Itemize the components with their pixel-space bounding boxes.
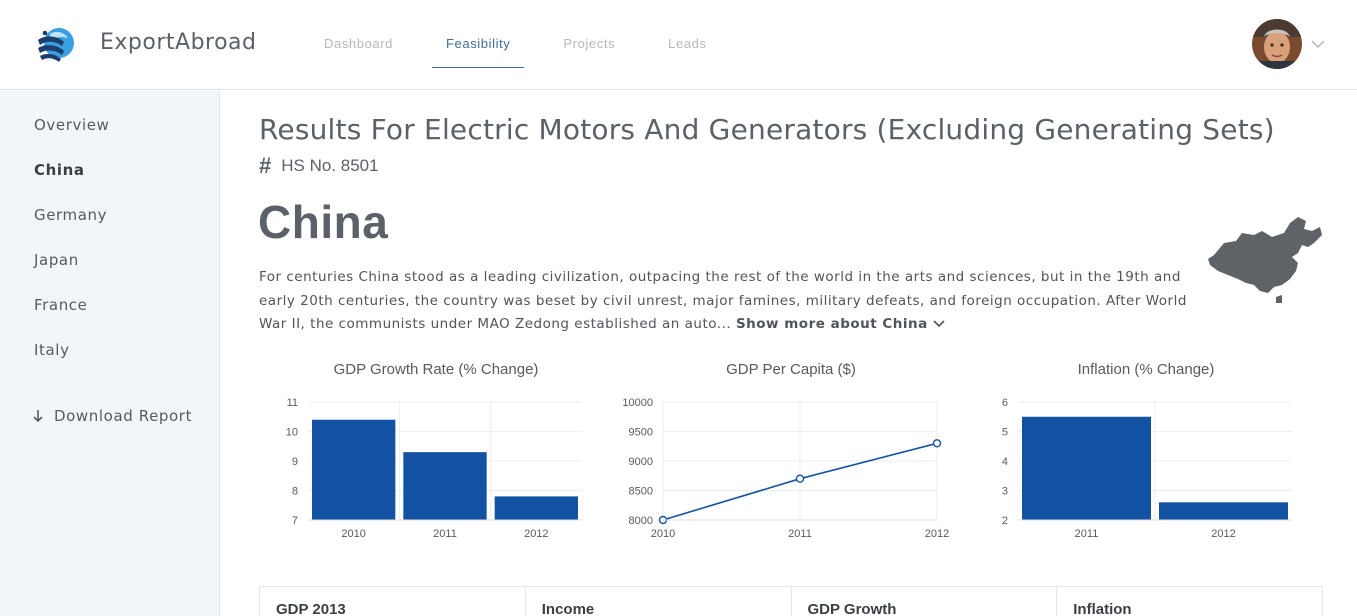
x-tick-label: 2012: [1211, 528, 1235, 540]
nav-feasibility[interactable]: Feasibility: [432, 0, 525, 90]
y-tick-label: 10: [286, 427, 298, 439]
top-header: ExportAbroad Dashboard Feasibility Proje…: [0, 0, 1357, 90]
inflation-chart: 2 3 4 5 6 2011 2012: [1002, 397, 1292, 540]
china-map-icon: [1208, 217, 1322, 303]
globe-logo-icon[interactable]: [34, 24, 76, 66]
bar-2012[interactable]: [1159, 502, 1288, 520]
sidebar-item-china[interactable]: China: [34, 161, 85, 179]
y-tick-label: 8500: [629, 486, 653, 498]
stat-income-header: Income: [526, 587, 792, 616]
sidebar-item-italy[interactable]: Italy: [34, 341, 70, 359]
y-tick-label: 7: [292, 515, 298, 527]
y-tick-label: 4: [1002, 456, 1008, 468]
gdp-per-capita-chart: 8000 8500 9000 9500 10000 2010 2011 2012: [622, 397, 949, 540]
y-tick-label: 8: [292, 486, 298, 498]
y-tick-label: 9: [292, 456, 298, 468]
y-tick-label: 11: [287, 397, 298, 409]
nav-projects[interactable]: Projects: [563, 36, 616, 51]
y-tick-label: 9500: [629, 427, 653, 439]
y-tick-label: 8000: [629, 515, 653, 527]
nav-leads[interactable]: Leads: [668, 36, 707, 51]
y-tick-label: 10000: [622, 397, 653, 409]
gdp-growth-chart-title: GDP Growth Rate (% Change): [333, 361, 539, 378]
brand-name[interactable]: ExportAbroad: [100, 30, 257, 55]
bar-2011[interactable]: [403, 452, 487, 520]
download-report-button[interactable]: Download Report: [32, 407, 192, 425]
point-2012[interactable]: [932, 439, 942, 448]
nav-dashboard[interactable]: Dashboard: [324, 36, 393, 51]
sidebar-item-germany[interactable]: Germany: [34, 206, 108, 224]
show-more-link[interactable]: Show more about China: [736, 316, 945, 332]
x-tick-label: 2011: [1075, 528, 1099, 540]
y-tick-label: 3: [1002, 486, 1008, 498]
sidebar-item-japan[interactable]: Japan: [34, 251, 79, 269]
download-report-label: Download Report: [54, 407, 193, 425]
main-nav: Dashboard Feasibility Projects Leads: [310, 0, 746, 90]
stat-gdp-2013-header: GDP 2013: [260, 587, 526, 616]
sidebar-item-overview[interactable]: Overview: [34, 116, 110, 134]
y-tick-label: 9000: [629, 456, 653, 468]
hs-number: # HS No. 8501: [259, 153, 379, 179]
chevron-down-icon: [933, 320, 945, 328]
stat-inflation-header: Inflation: [1073, 601, 1132, 616]
x-tick-label: 2010: [341, 528, 365, 540]
y-tick-label: 2: [1002, 515, 1008, 527]
country-heading: China: [258, 196, 389, 248]
show-more-label: Show more about China: [735, 316, 928, 332]
user-avatar[interactable]: [1252, 19, 1302, 69]
inflation-chart-title: Inflation (% Change): [1077, 361, 1215, 378]
country-description: For centuries China stood as a leading c…: [259, 266, 1199, 337]
chevron-down-icon[interactable]: [1310, 36, 1326, 52]
x-tick-label: 2010: [651, 528, 675, 540]
x-tick-label: 2011: [433, 528, 457, 540]
sidebar-item-france[interactable]: France: [34, 296, 88, 314]
description-text: For centuries China stood as a leading c…: [259, 269, 1187, 332]
stat-gdp-growth-header: GDP Growth: [792, 587, 1058, 616]
stats-table: GDP 2013 Income GDP Growth Inflation: [259, 586, 1323, 616]
bar-2011[interactable]: [1022, 416, 1151, 520]
x-tick-label: 2012: [925, 528, 949, 540]
hs-number-label: HS No. 8501: [281, 156, 379, 175]
gdp-per-capita-chart-title: GDP Per Capita ($): [726, 361, 856, 378]
x-tick-label: 2012: [524, 528, 548, 540]
hash-icon: #: [259, 153, 272, 178]
y-tick-label: 6: [1002, 397, 1008, 409]
page-title: Results For Electric Motors And Generato…: [259, 113, 1275, 146]
gdp-growth-chart: 7 8 9 10 11 2010 2011 2012: [286, 397, 582, 540]
bar-2012[interactable]: [494, 496, 578, 520]
y-tick-label: 5: [1002, 427, 1008, 439]
main-content: Results For Electric Motors And Generato…: [220, 91, 1357, 616]
point-2011[interactable]: [795, 474, 805, 483]
download-arrow-icon: [33, 410, 43, 423]
sidebar: Overview China Germany Japan France Ital…: [0, 91, 220, 616]
bar-2010[interactable]: [312, 419, 396, 520]
x-tick-label: 2011: [788, 528, 812, 540]
